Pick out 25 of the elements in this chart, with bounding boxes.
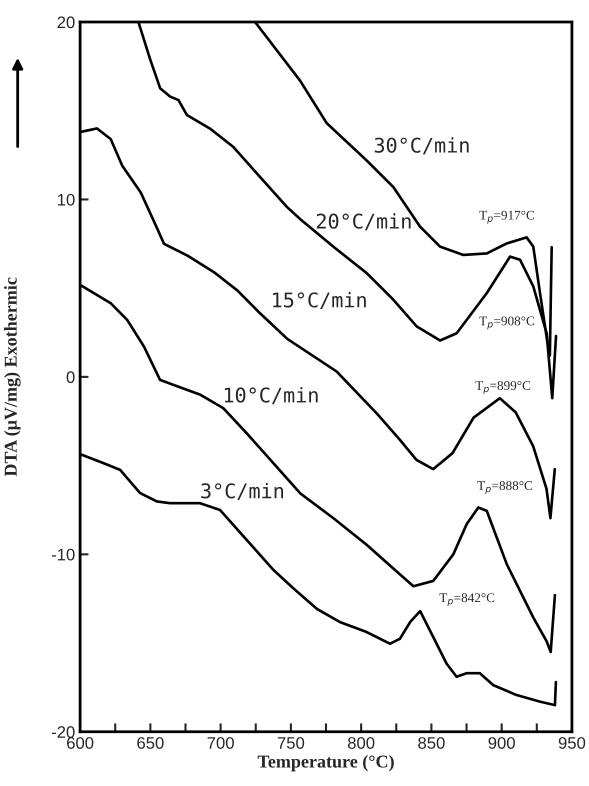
x-tick-label: 700 — [208, 737, 234, 749]
annotation: T$_{p}$=888°C — [477, 481, 532, 494]
annotation: T$_{p}$=899°C — [475, 381, 530, 394]
annotation: T$_{p}$=908°C — [479, 316, 534, 330]
x-tick-label: 850 — [418, 737, 445, 749]
x-axis-title: Temperature (°C) — [258, 754, 394, 772]
x-tick-label: 650 — [137, 737, 164, 749]
series-label: 3°C/min — [201, 482, 284, 500]
x-tick-label: 900 — [488, 737, 515, 749]
annotation: T$_{p}$=842°C — [439, 593, 494, 606]
y-tick-label: -20 — [52, 726, 75, 738]
series-label: 10°C/min — [224, 387, 318, 404]
series-label: 30°C/min — [374, 137, 469, 154]
series-label: 15°C/min — [273, 292, 366, 310]
y-tick-label: 10 — [58, 194, 75, 206]
y-tick-label: 20 — [58, 16, 75, 28]
x-tick-label: 950 — [558, 737, 586, 749]
x-tick-label: 600 — [67, 737, 94, 749]
x-tick-label: 800 — [348, 737, 374, 749]
x-tick-label: 750 — [278, 737, 304, 749]
y-axis-title: DTA (μV/mg) Exothermic — [4, 278, 21, 476]
y-tick-label: -10 — [52, 548, 75, 561]
y-tick-label: 0 — [66, 371, 75, 384]
series-label: 20°C/min — [316, 213, 411, 230]
annotation: T$_{p}$=917°C — [479, 210, 534, 224]
